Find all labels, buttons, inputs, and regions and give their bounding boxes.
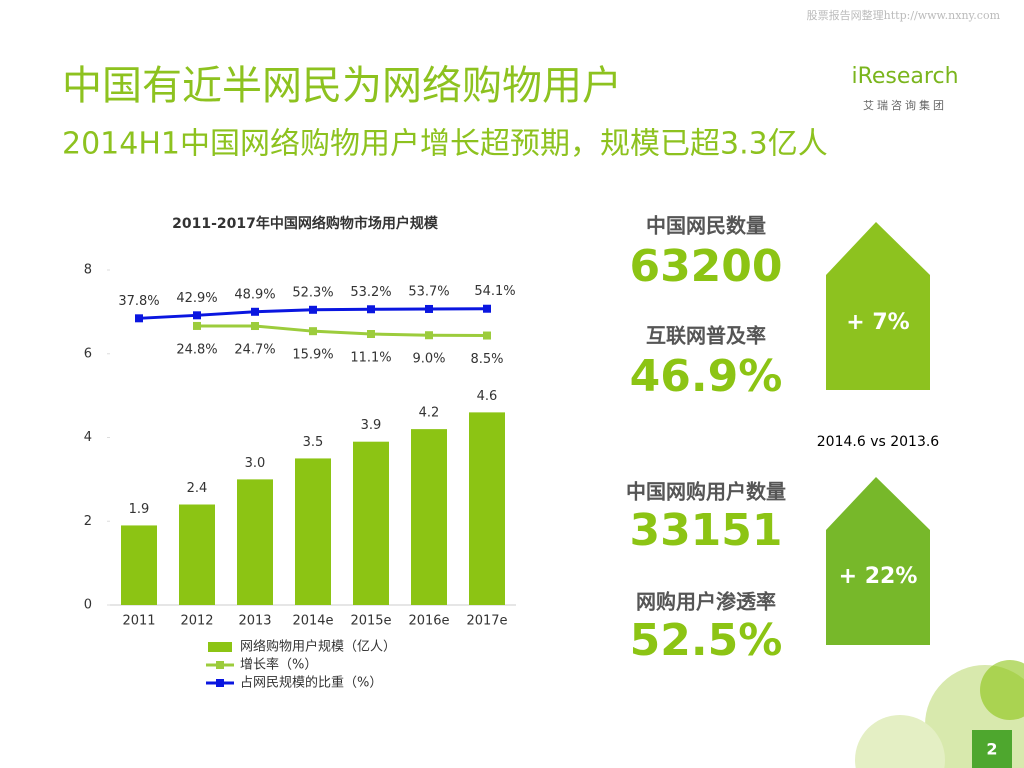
legend-label: 占网民规模的比重（%） (240, 675, 382, 691)
logo-company: 艾瑞咨询集团 (863, 98, 947, 112)
legend-swatch (216, 661, 224, 669)
data-label: 8.5% (470, 352, 503, 367)
stat-label: 网购用户渗透率 (636, 590, 776, 614)
data-label: 4.6 (477, 389, 498, 404)
stat-value: 52.5% (630, 615, 783, 666)
bar (237, 479, 273, 605)
page-number: 2 (986, 740, 997, 759)
bar (353, 441, 389, 605)
x-tick-label: 2012 (180, 614, 213, 629)
x-tick-label: 2017e (466, 614, 507, 629)
marker (367, 305, 375, 314)
logo: iResearch (851, 64, 958, 89)
change: + 7% (846, 310, 909, 335)
x-tick-label: 2013 (238, 614, 271, 629)
legend-swatch (208, 642, 232, 652)
decor (855, 715, 945, 768)
marker (193, 321, 201, 330)
page-badge (972, 730, 1012, 768)
arrow (826, 477, 930, 645)
legend-label: 增长率（%） (240, 657, 317, 673)
y-tick-label: 8 (84, 263, 92, 278)
marker (483, 331, 491, 340)
y-tick-label: 4 (84, 430, 92, 445)
x-tick-label: 2014e (292, 614, 333, 629)
marker (309, 327, 317, 336)
stat-label: 中国网购用户数量 (626, 480, 786, 504)
data-label: 1.9 (129, 502, 150, 517)
data-label: 4.2 (419, 406, 440, 421)
marker (425, 304, 433, 313)
bar (121, 525, 157, 605)
marker (251, 307, 259, 316)
data-label: 37.8% (118, 294, 159, 309)
comparison: 2014.6 vs 2013.6 (817, 434, 940, 450)
marker (251, 322, 259, 331)
data-label: 53.7% (408, 284, 449, 299)
bar (179, 504, 215, 605)
data-label: 24.7% (234, 343, 275, 358)
x-tick-label: 2015e (350, 614, 391, 629)
stat-value: 46.9% (630, 351, 783, 402)
x-tick-label: 2016e (408, 614, 449, 629)
subtitle: 2014H1中国网络购物用户增长超预期，规模已超3.3亿人 (62, 127, 828, 162)
watermark: 股票报告网整理http://www.nxny.com (807, 8, 1001, 22)
data-label: 42.9% (176, 291, 217, 306)
marker (135, 314, 143, 323)
bar (295, 458, 331, 605)
data-label: 2.4 (187, 481, 208, 496)
data-label: 3.5 (303, 435, 324, 450)
data-label: 24.8% (176, 342, 217, 357)
stat-value: 63200 (629, 241, 782, 292)
legend-swatch (216, 679, 224, 687)
x-tick-label: 2011 (122, 614, 155, 629)
data-label: 3.9 (361, 418, 382, 433)
stat-label: 中国网民数量 (646, 214, 766, 238)
y-tick-label: 0 (84, 598, 92, 613)
arrow (826, 222, 930, 390)
data-label: 53.2% (350, 285, 391, 300)
data-label: 3.0 (245, 456, 266, 471)
marker (483, 304, 491, 313)
legend-label: 网络购物用户规模（亿人） (240, 639, 396, 655)
data-label: 52.3% (292, 285, 333, 300)
marker (193, 311, 201, 320)
data-label: 54.1% (474, 284, 515, 299)
data-label: 48.9% (234, 287, 275, 302)
stat-value: 33151 (629, 505, 782, 556)
title: 中国有近半网民为网络购物用户 (62, 63, 622, 109)
marker (425, 331, 433, 340)
bar (469, 412, 505, 605)
marker (367, 330, 375, 339)
bar (411, 429, 447, 605)
y-tick-label: 6 (84, 346, 92, 361)
marker (309, 305, 317, 314)
decor (980, 660, 1024, 720)
stat-label: 互联网普及率 (646, 324, 766, 348)
data-label: 9.0% (412, 352, 445, 367)
y-tick-label: 2 (84, 514, 92, 529)
line (196, 324, 488, 338)
data-label: 11.1% (350, 351, 391, 366)
change: + 22% (839, 564, 918, 589)
chart-title: 2011-2017年中国网络购物市场用户规模 (172, 215, 439, 232)
data-label: 15.9% (292, 348, 333, 363)
